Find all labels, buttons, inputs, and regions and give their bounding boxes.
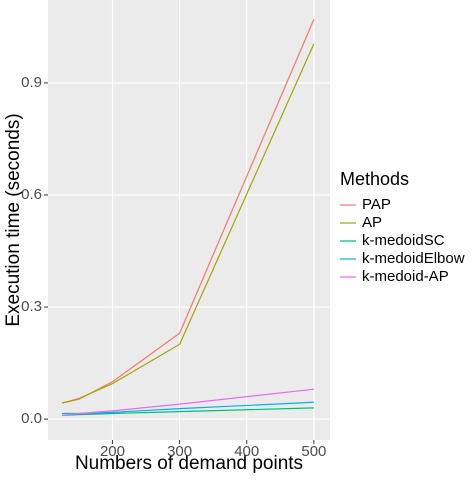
x-tick-label: 300 (167, 443, 192, 460)
legend-label: PAP (362, 196, 391, 213)
line (62, 388, 314, 416)
legend-label: k-medoid-AP (362, 268, 449, 285)
y-tick-label: 0.9 (21, 74, 42, 91)
x-tick-label: 200 (100, 443, 125, 460)
y-tick-label: 0.0 (21, 410, 42, 427)
y-tick-label: 0.3 (21, 298, 42, 315)
y-tick-label: 0.6 (21, 186, 42, 203)
line (62, 401, 314, 415)
line (62, 407, 314, 416)
x-tick-label: 500 (301, 443, 326, 460)
x-tick-label: 400 (234, 443, 259, 460)
x-axis-title: Numbers of demand points (75, 453, 303, 474)
y-axis-title: Execution time (seconds) (3, 113, 24, 326)
legend-label: AP (362, 214, 382, 231)
panel (48, 0, 330, 440)
legend-title: Methods (340, 169, 409, 189)
legend-label: k-medoidElbow (362, 250, 465, 267)
line (61, 43, 315, 404)
legend-label: k-medoidSC (362, 232, 445, 249)
